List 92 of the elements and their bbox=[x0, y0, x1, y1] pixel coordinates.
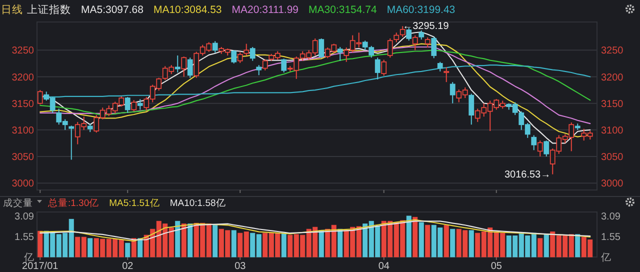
candlestick bbox=[437, 61, 443, 72]
x-tick-label: 04 bbox=[378, 261, 390, 272]
y-tick-label: 1.55 bbox=[14, 232, 34, 243]
candlestick bbox=[394, 32, 400, 43]
bar bbox=[281, 232, 286, 258]
bar bbox=[138, 238, 143, 258]
candlestick bbox=[250, 46, 256, 62]
candlestick bbox=[68, 125, 74, 160]
y2-tick-label: 3200 bbox=[601, 72, 624, 84]
x-tick-label: 03 bbox=[234, 261, 246, 272]
bar bbox=[412, 216, 418, 258]
y2-tick-label: 亿 bbox=[600, 252, 611, 264]
candlestick bbox=[137, 98, 143, 110]
candlestick bbox=[318, 38, 324, 59]
candlestick bbox=[37, 90, 43, 105]
candlestick bbox=[431, 36, 437, 59]
candlestick bbox=[124, 96, 130, 114]
bar bbox=[538, 238, 543, 258]
y2-tick-label: 3000 bbox=[601, 178, 624, 190]
bar bbox=[450, 228, 456, 258]
candlestick bbox=[418, 30, 424, 40]
candlestick bbox=[131, 100, 137, 112]
y-tick-label: 3000 bbox=[12, 178, 34, 190]
candlestick bbox=[237, 52, 243, 64]
bar bbox=[444, 224, 449, 258]
y-tick-label: 3150 bbox=[12, 98, 34, 110]
y2-tick-label: 3150 bbox=[601, 98, 624, 110]
y-tick-label: 3200 bbox=[12, 72, 34, 84]
bar bbox=[212, 224, 218, 258]
x-tick-label: 2017/01 bbox=[22, 261, 59, 272]
candlestick bbox=[424, 36, 430, 48]
candlestick bbox=[468, 93, 474, 126]
y2-tick-label: 1.55 bbox=[601, 232, 621, 243]
bar bbox=[188, 224, 193, 258]
bar bbox=[338, 228, 343, 258]
y-tick-label: 亿 bbox=[23, 252, 34, 264]
candlestick bbox=[181, 56, 187, 78]
bar bbox=[468, 230, 474, 258]
annotation: ←3295.19 bbox=[402, 21, 450, 32]
bar bbox=[38, 230, 43, 258]
text: MA5:3097.68 bbox=[81, 4, 144, 16]
y-tick-label: 3100 bbox=[12, 125, 34, 136]
text: MA10:3084.53 bbox=[153, 4, 222, 16]
candlestick bbox=[212, 40, 218, 54]
candlestick bbox=[387, 38, 393, 58]
text: 总量:1.30亿 bbox=[47, 197, 100, 209]
bar bbox=[175, 220, 180, 258]
chart-title: 成交量 bbox=[3, 197, 33, 209]
candlestick bbox=[244, 43, 250, 56]
bar bbox=[418, 222, 424, 258]
candlestick bbox=[187, 57, 193, 78]
bar bbox=[88, 238, 93, 258]
candlestick bbox=[374, 57, 380, 80]
candlestick bbox=[537, 140, 543, 158]
candlestick bbox=[412, 34, 418, 51]
text: MA5:1.51亿 bbox=[109, 198, 160, 209]
text: MA20:3111.99 bbox=[232, 4, 299, 16]
candlestick bbox=[231, 50, 237, 64]
candlestick bbox=[281, 58, 287, 74]
candlestick bbox=[337, 46, 343, 62]
y-tick-label: 3250 bbox=[12, 46, 34, 57]
candlestick bbox=[256, 64, 262, 76]
bar bbox=[544, 234, 549, 258]
y-tick-label: 3.09 bbox=[14, 211, 34, 222]
x-tick-label: 02 bbox=[122, 261, 134, 272]
text: MA60:3199.43 bbox=[386, 4, 456, 16]
candlestick bbox=[174, 54, 180, 74]
chart-subtitle: 上证指数 bbox=[27, 3, 71, 16]
bar bbox=[406, 216, 412, 258]
candlestick bbox=[444, 66, 450, 83]
series-label: MA10:1.58亿 bbox=[170, 198, 226, 209]
bar bbox=[318, 230, 324, 258]
annotation: 3016.53→ bbox=[504, 169, 551, 180]
candlestick bbox=[262, 58, 268, 71]
bar bbox=[125, 242, 130, 258]
candlestick bbox=[450, 82, 456, 104]
bar bbox=[425, 224, 430, 258]
candlestick bbox=[544, 140, 550, 158]
candlestick bbox=[381, 59, 387, 76]
candlestick bbox=[531, 134, 537, 151]
candlestick bbox=[400, 26, 406, 38]
x-tick-label: 05 bbox=[490, 261, 502, 272]
y-tick-label: 3050 bbox=[12, 152, 34, 164]
bar bbox=[231, 230, 236, 258]
y2-tick-label: 3250 bbox=[601, 46, 624, 57]
y2-tick-label: 3.09 bbox=[601, 211, 621, 222]
y2-tick-label: 3100 bbox=[601, 125, 624, 136]
bar bbox=[181, 224, 186, 258]
chart-title: 日线 bbox=[1, 3, 23, 16]
y2-tick-label: 3050 bbox=[601, 152, 624, 164]
text: MA30:3154.74 bbox=[308, 4, 377, 16]
bar bbox=[575, 234, 580, 258]
